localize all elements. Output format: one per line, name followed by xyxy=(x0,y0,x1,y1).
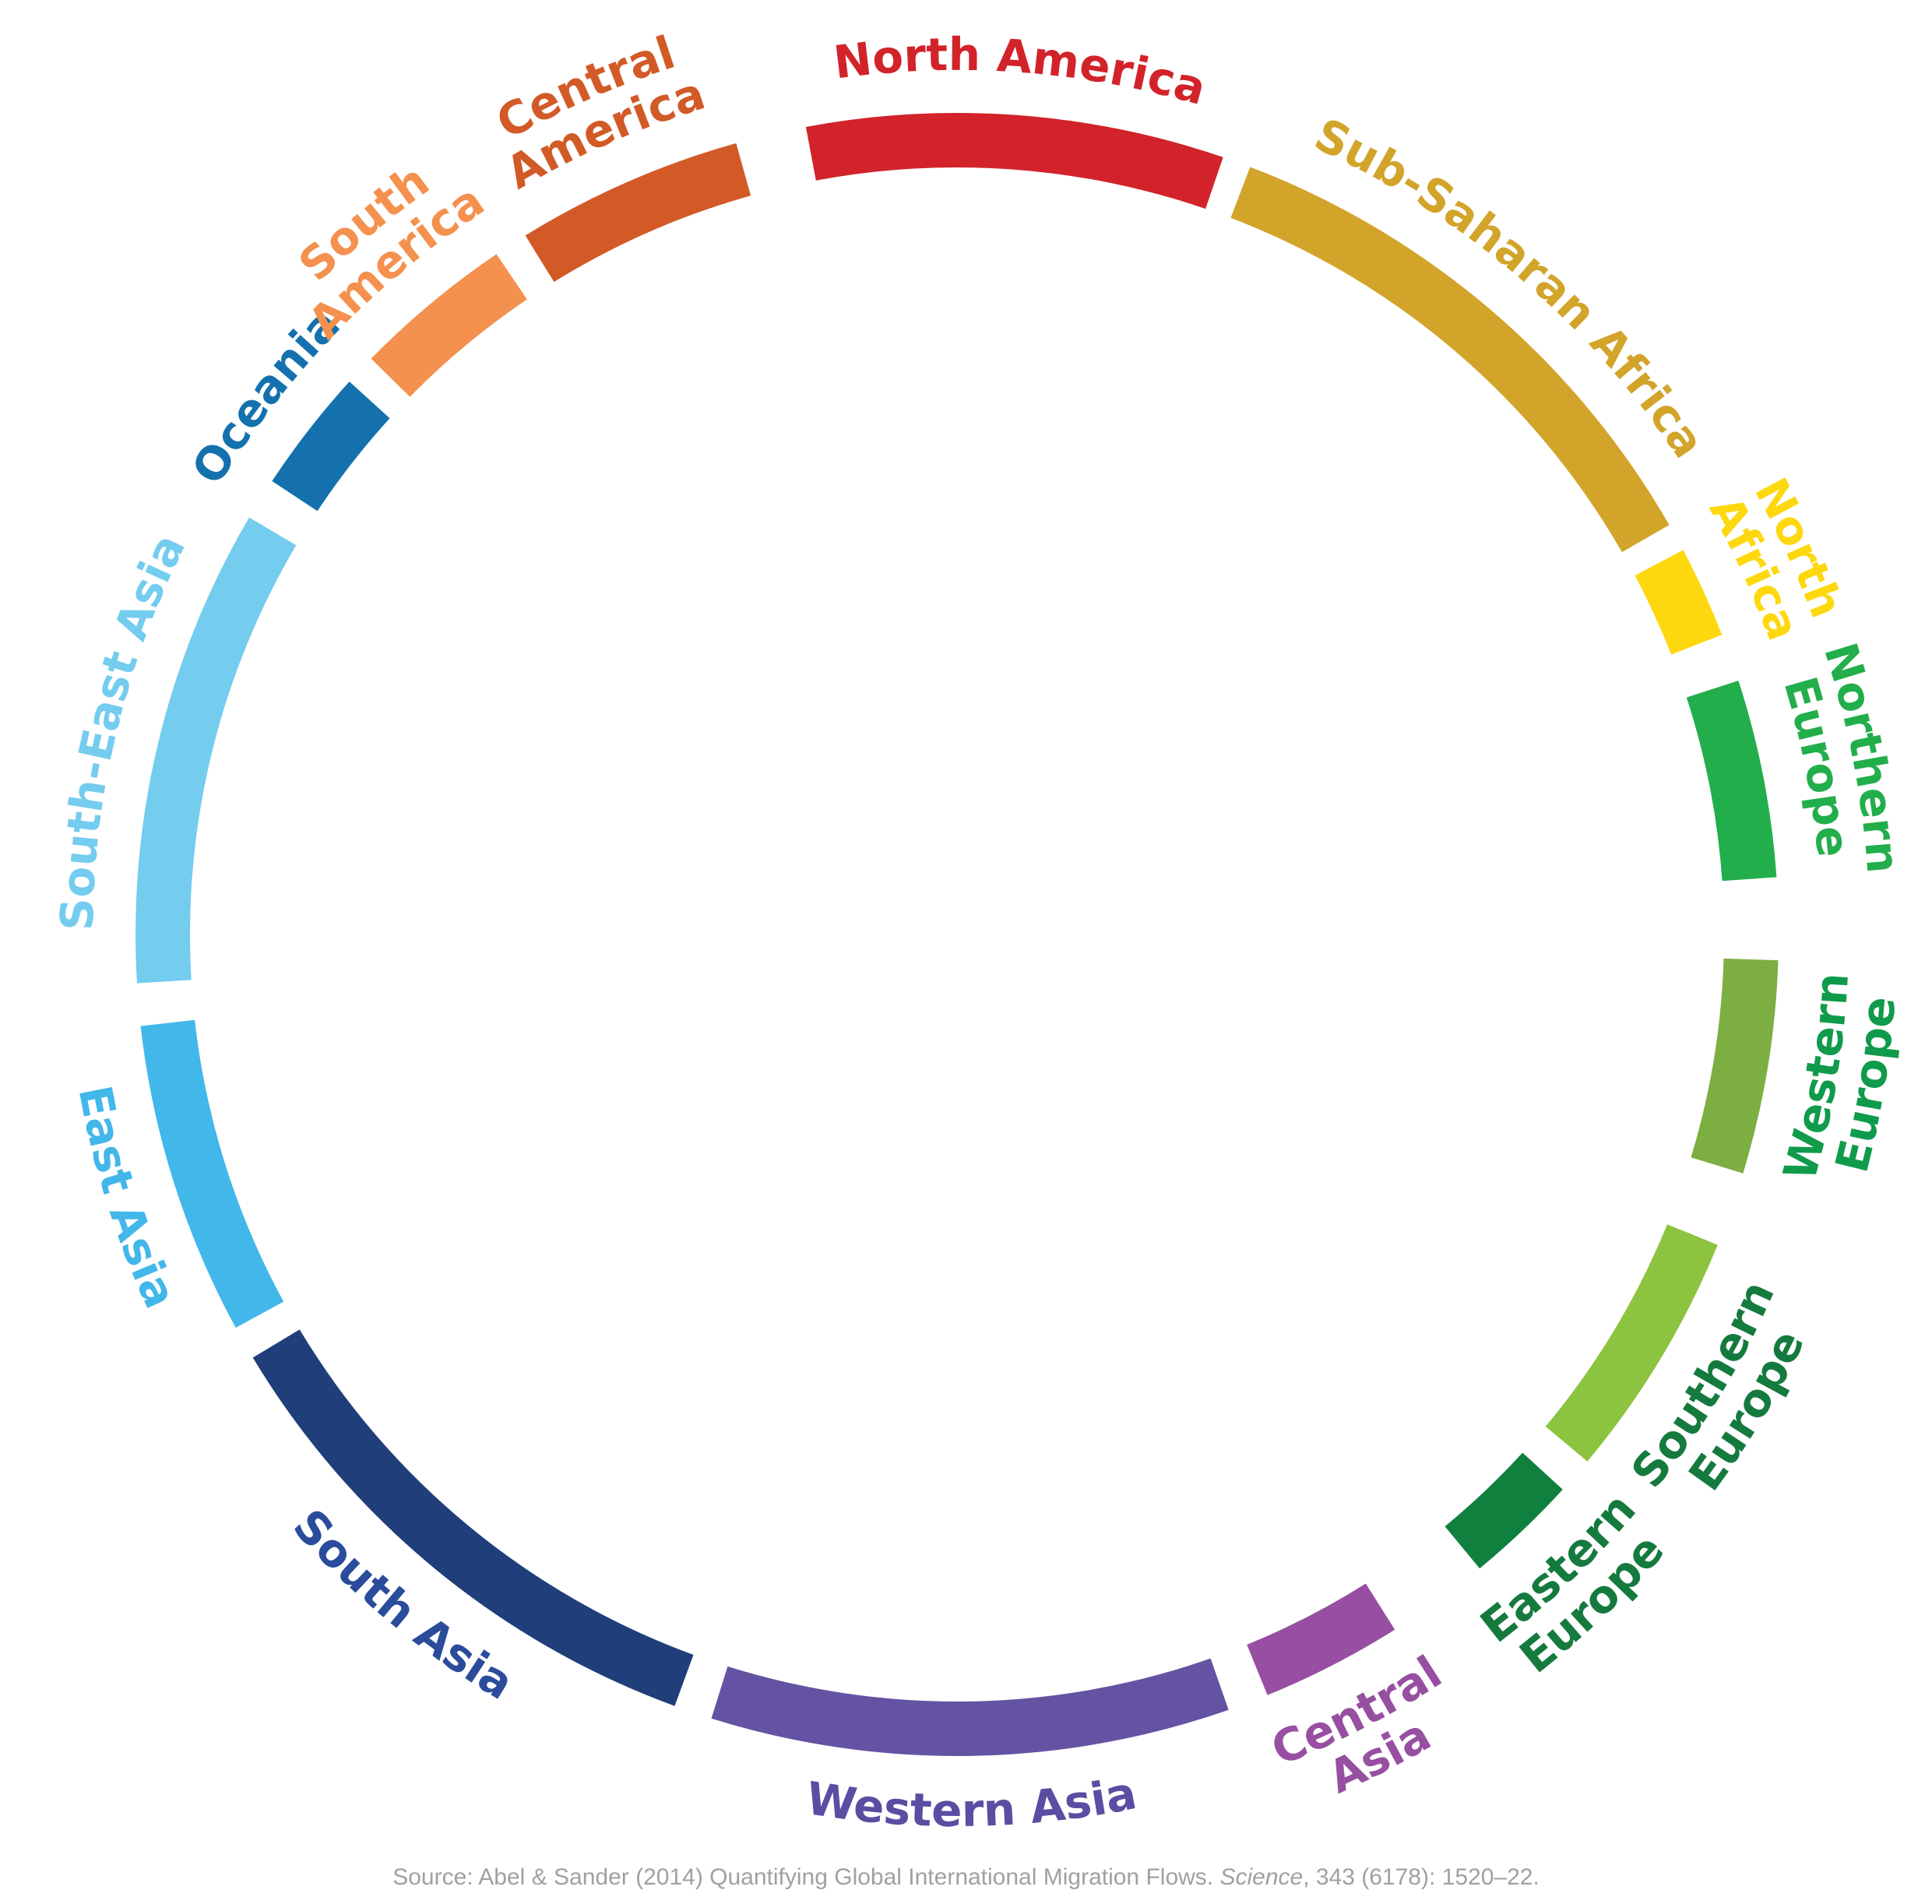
arc-south-asia xyxy=(252,1329,694,1706)
label-guide xyxy=(531,70,1821,1237)
arc-central-america xyxy=(525,143,751,282)
arc-north-africa xyxy=(1635,550,1723,655)
source-prefix: Source: Abel & Sander (2014) Quantifying… xyxy=(392,1864,1220,1890)
arc-oceania xyxy=(272,382,390,512)
label-line: Western Asia xyxy=(803,1766,1140,1837)
label-north-america: North America xyxy=(831,28,1212,115)
arc-north-america xyxy=(805,113,1223,209)
region-labels: North America Sub-Saharan AfricaNorthAfri… xyxy=(51,26,1910,1837)
label-guide xyxy=(93,70,1392,1227)
label-guide xyxy=(93,70,1223,1394)
source-journal: Science xyxy=(1219,1864,1304,1890)
arc-western-asia xyxy=(711,1658,1229,1756)
arc-sub-saharan-africa xyxy=(1230,167,1670,552)
source-note: Source: Abel & Sander (2014) Quantifying… xyxy=(0,1864,1932,1891)
label-northern-europe: NorthernEurope xyxy=(1774,637,1910,875)
label-line: North America xyxy=(831,28,1212,115)
arc-east-asia xyxy=(140,1019,284,1328)
arc-western-europe xyxy=(1691,958,1779,1174)
arc-south-east-asia xyxy=(135,517,297,984)
arc-northern-europe xyxy=(1686,681,1777,882)
label-line: Sub-Saharan Africa xyxy=(1307,108,1715,467)
arc-south-america xyxy=(371,254,527,397)
label-sub-saharan-africa: Sub-Saharan Africa xyxy=(1307,108,1715,467)
label-western-asia: Western Asia xyxy=(803,1766,1140,1837)
label-north-africa: NorthAfrica xyxy=(1699,470,1853,647)
label-guide xyxy=(93,70,1582,990)
arc-eastern-europe xyxy=(1445,1452,1563,1569)
source-suffix: , 343 (6178): 1520–22. xyxy=(1303,1864,1540,1890)
arc-southern-europe xyxy=(1545,1224,1718,1462)
label-western-europe: Western Europe xyxy=(1773,971,1906,1185)
arc-central-asia xyxy=(1247,1583,1395,1695)
label-guide xyxy=(65,636,1409,1826)
region-arcs xyxy=(135,113,1779,1756)
label-guide xyxy=(887,70,1821,1550)
label-guide xyxy=(559,579,1849,1826)
